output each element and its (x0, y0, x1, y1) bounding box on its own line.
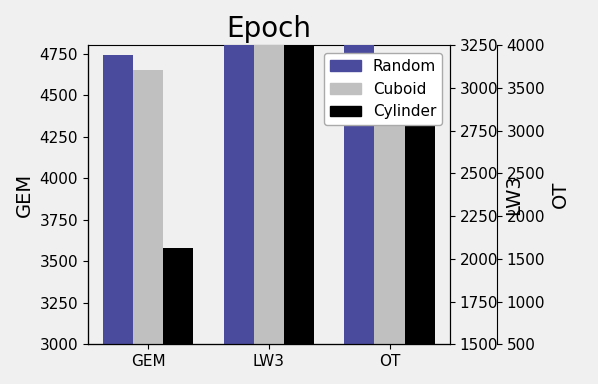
Y-axis label: GEM: GEM (15, 173, 34, 217)
Title: Epoch: Epoch (227, 15, 312, 43)
Bar (374, 56, 405, 344)
Y-axis label: OT: OT (551, 181, 570, 209)
Bar (103, 55, 133, 344)
Bar (284, 0, 314, 344)
Bar (163, 248, 194, 344)
Y-axis label: LW3: LW3 (504, 174, 523, 215)
Bar (133, 70, 163, 344)
Bar (254, 0, 284, 344)
Legend: Random, Cuboid, Cylinder: Random, Cuboid, Cylinder (324, 53, 442, 126)
Bar (405, 100, 435, 344)
Bar (224, 0, 254, 344)
Bar (344, 20, 374, 344)
